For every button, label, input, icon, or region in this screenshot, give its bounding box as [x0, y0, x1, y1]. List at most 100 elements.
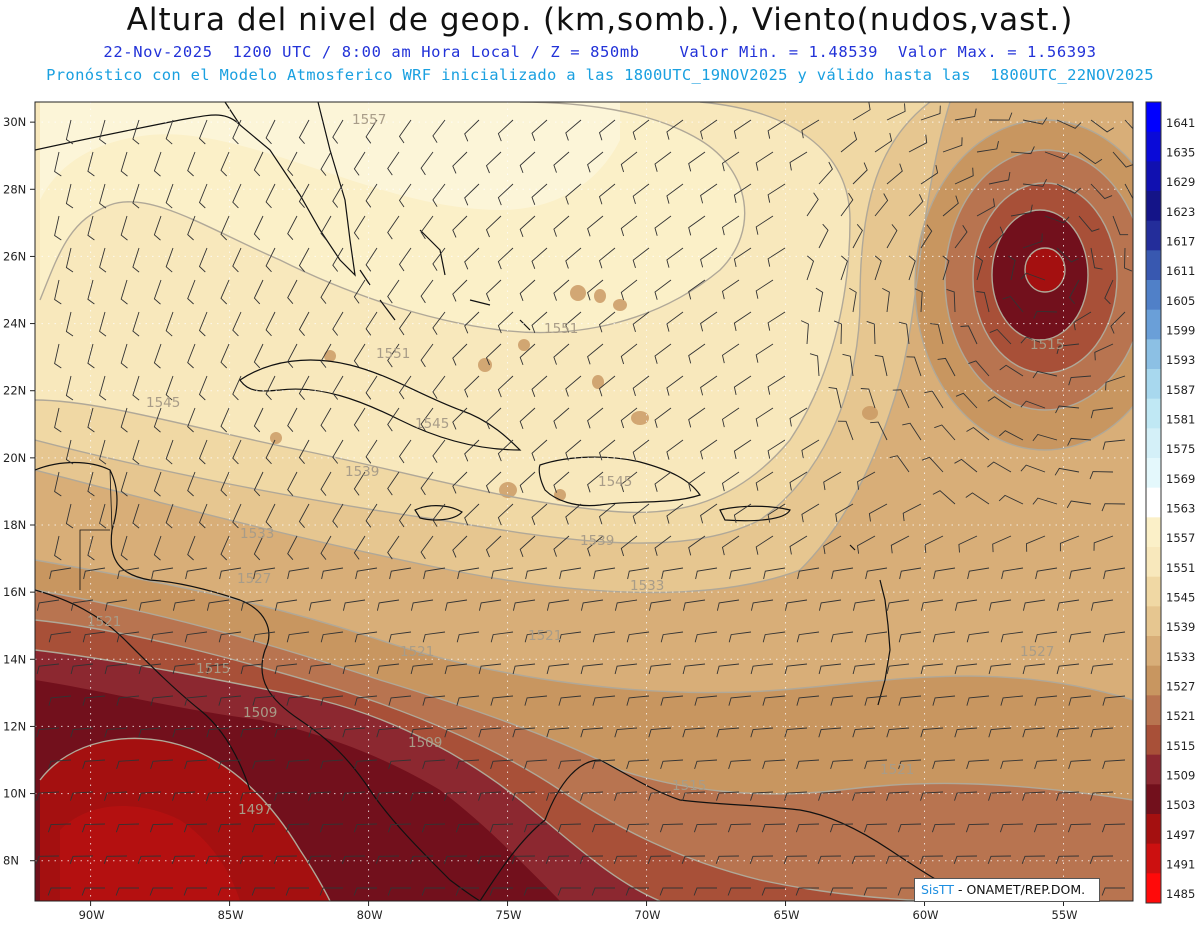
- wind-barb: [104, 727, 128, 738]
- wind-barb: [625, 823, 650, 833]
- wind-barb: [842, 353, 854, 377]
- wind-barb: [700, 439, 718, 460]
- wind-barb: [828, 386, 842, 409]
- wind-barb: [165, 503, 174, 529]
- wind-barb: [332, 183, 344, 208]
- wind-barb: [598, 503, 616, 525]
- wind-barb: [48, 695, 72, 706]
- colorbar-swatch: [1146, 725, 1161, 756]
- wind-barb: [165, 247, 174, 273]
- wind-barb: [165, 375, 174, 401]
- wind-barb: [587, 343, 604, 365]
- wind-barb: [519, 215, 536, 238]
- wind-barb: [165, 183, 174, 209]
- wind-barb: [1124, 247, 1133, 272]
- wind-barb: [1056, 727, 1080, 738]
- wind-barb: [120, 471, 128, 497]
- wind-barb: [796, 631, 820, 643]
- wind-barb: [818, 599, 842, 611]
- wind-barb: [660, 695, 684, 706]
- wind-barb: [835, 503, 854, 522]
- wind-barb: [999, 430, 1024, 441]
- wind-barb: [789, 151, 808, 171]
- wind-barb: [721, 279, 740, 300]
- wind-barb: [783, 855, 808, 864]
- wind-barb: [265, 119, 276, 145]
- wind-barb: [253, 535, 264, 561]
- wind-barb: [920, 727, 944, 738]
- wind-barb: [1090, 183, 1113, 200]
- wind-barb: [153, 343, 162, 369]
- wind-barb: [818, 161, 833, 185]
- wind-barb: [273, 855, 298, 864]
- lat-tick-label: 20N: [3, 451, 26, 465]
- wind-barb: [1034, 695, 1058, 706]
- wind-barb: [341, 855, 366, 864]
- wind-barb: [497, 375, 514, 398]
- wind-barb: [497, 247, 514, 270]
- wind-barb: [688, 279, 706, 300]
- wind-barb: [452, 279, 468, 302]
- wind-barb: [1020, 400, 1046, 409]
- wind-barb: [48, 759, 72, 770]
- wind-barb: [587, 279, 604, 301]
- wind-barb: [789, 407, 808, 427]
- contour-label: 1515: [672, 778, 706, 794]
- wind-barb: [682, 791, 706, 801]
- wind-barb: [398, 311, 412, 336]
- wind-barb: [818, 727, 842, 738]
- wind-barb: [866, 320, 876, 345]
- wind-barb: [823, 471, 842, 491]
- wind-barb: [1001, 567, 1024, 580]
- colorbar-swatch: [1146, 280, 1161, 311]
- wind-barb: [682, 599, 706, 611]
- wind-barb: [240, 663, 264, 675]
- wind-barb: [103, 855, 128, 864]
- wind-barb: [1090, 727, 1114, 738]
- wind-barb: [265, 311, 276, 337]
- colorbar-swatch: [1146, 161, 1161, 192]
- wind-barb: [265, 503, 276, 529]
- wind-barb: [116, 695, 140, 706]
- wind-barb: [886, 163, 903, 185]
- wind-barb: [902, 503, 922, 522]
- wind-barb: [120, 535, 128, 561]
- wind-barb: [497, 119, 514, 142]
- wind-barb: [587, 407, 604, 429]
- contour-label: 1533: [630, 578, 664, 594]
- wind-barb: [220, 471, 230, 497]
- wind-barb: [452, 407, 468, 430]
- credit-box: SisTT - ONAMET/REP.DOM.: [914, 878, 1100, 902]
- colorbar-label: 1503: [1166, 798, 1195, 812]
- wind-barb: [920, 224, 933, 249]
- lon-tick-label: 60W: [913, 908, 939, 922]
- wind-barb: [452, 343, 468, 366]
- wind-barb: [666, 503, 684, 524]
- wind-barb: [920, 165, 939, 185]
- wind-barb: [253, 279, 264, 305]
- wind-barb: [700, 503, 718, 524]
- wind-barb: [184, 759, 208, 770]
- wind-barb: [874, 255, 882, 281]
- wind-barb: [523, 823, 548, 833]
- wind-barb: [455, 887, 479, 896]
- wind-barb: [755, 151, 774, 171]
- wind-barb: [728, 631, 752, 643]
- lon-tick-label: 90W: [79, 908, 105, 922]
- wind-barb: [252, 759, 276, 770]
- colorbar-label: 1593: [1166, 353, 1195, 367]
- wind-barb: [70, 727, 94, 738]
- wind-barb: [365, 375, 378, 400]
- wind-barb: [132, 311, 140, 337]
- wind-barb: [733, 119, 752, 139]
- wind-barb: [218, 695, 242, 706]
- wind-barb: [477, 855, 502, 864]
- wind-barb: [598, 119, 616, 141]
- wind-barb: [1089, 471, 1114, 480]
- wind-barb: [800, 320, 809, 345]
- wind-barb: [286, 695, 310, 706]
- wind-barb: [320, 695, 344, 706]
- contour-label: 1521: [87, 614, 121, 630]
- wind-barb: [857, 535, 876, 554]
- wind-barb: [545, 855, 570, 864]
